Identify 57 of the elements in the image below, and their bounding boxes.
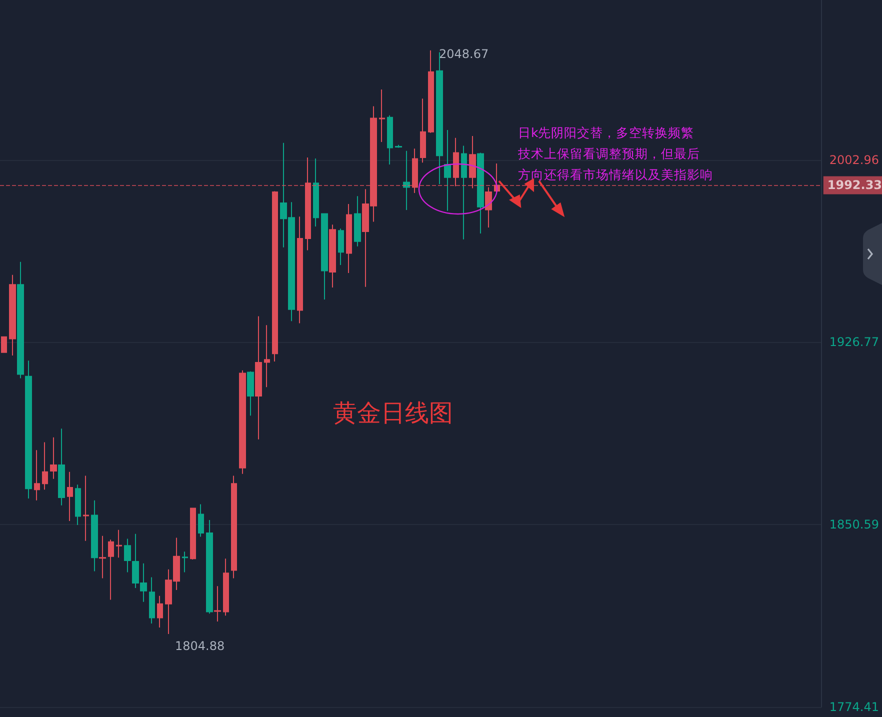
candlestick <box>1 336 7 353</box>
candlestick <box>354 196 361 247</box>
y-tick-label: 2002.96 <box>829 152 879 167</box>
candlestick <box>313 158 319 227</box>
candlestick <box>206 520 213 614</box>
y-tick-label: 1850.59 <box>829 518 879 532</box>
candlestick <box>25 360 32 499</box>
candlestick <box>387 114 393 165</box>
candlestick <box>190 507 196 560</box>
candlestick <box>264 324 270 388</box>
candlestick <box>116 529 122 558</box>
candlestick <box>346 203 352 274</box>
candlestick <box>124 538 131 573</box>
candlestick <box>420 98 426 164</box>
annotation: 技术上保留看调整预期，但最后 <box>517 146 700 161</box>
candlestick <box>297 216 303 324</box>
candlestick <box>231 475 237 579</box>
annotation: 日k先阴阳交替，多空转换频繁 <box>518 125 694 140</box>
candlestick <box>182 551 188 573</box>
candlestick <box>255 316 262 440</box>
candlestick <box>239 370 246 474</box>
candlestick <box>83 475 89 542</box>
annotation: 2048.67 <box>439 47 489 61</box>
y-tick-label: 1774.41 <box>829 700 879 714</box>
candlestick <box>108 539 114 600</box>
candlestick <box>149 576 155 624</box>
candlestick <box>444 130 451 212</box>
candlestick <box>198 504 204 538</box>
candlestick <box>75 484 81 526</box>
annotation: 黄金日线图 <box>333 399 453 427</box>
candlestick <box>379 89 385 142</box>
candlestick <box>428 50 434 134</box>
candlestick <box>461 145 467 240</box>
candlestick <box>272 190 278 362</box>
candlestick <box>338 228 344 266</box>
candlestick <box>403 150 410 210</box>
candlestick <box>214 586 221 622</box>
candlestick <box>50 436 57 480</box>
candlestick <box>157 595 163 628</box>
candlestick <box>395 144 402 148</box>
candlestick <box>42 442 48 490</box>
y-tick-label: 1926.77 <box>829 335 879 350</box>
candlestick <box>34 450 40 501</box>
candlestick <box>17 261 24 379</box>
annotation: 方向还得看市场情绪以及美指影响 <box>518 167 713 182</box>
candlestick <box>91 500 98 572</box>
candlestick <box>67 471 73 522</box>
candlestick <box>9 274 16 356</box>
candlestick <box>99 535 106 579</box>
candlestick <box>58 428 65 506</box>
candlestick <box>329 224 336 288</box>
ref-line-label: 1992.33 <box>827 178 882 192</box>
candlestick <box>247 370 254 416</box>
candlestick <box>321 212 328 300</box>
annotation: 1804.88 <box>175 639 225 653</box>
candlestick <box>477 152 484 234</box>
candlestick <box>223 558 229 616</box>
